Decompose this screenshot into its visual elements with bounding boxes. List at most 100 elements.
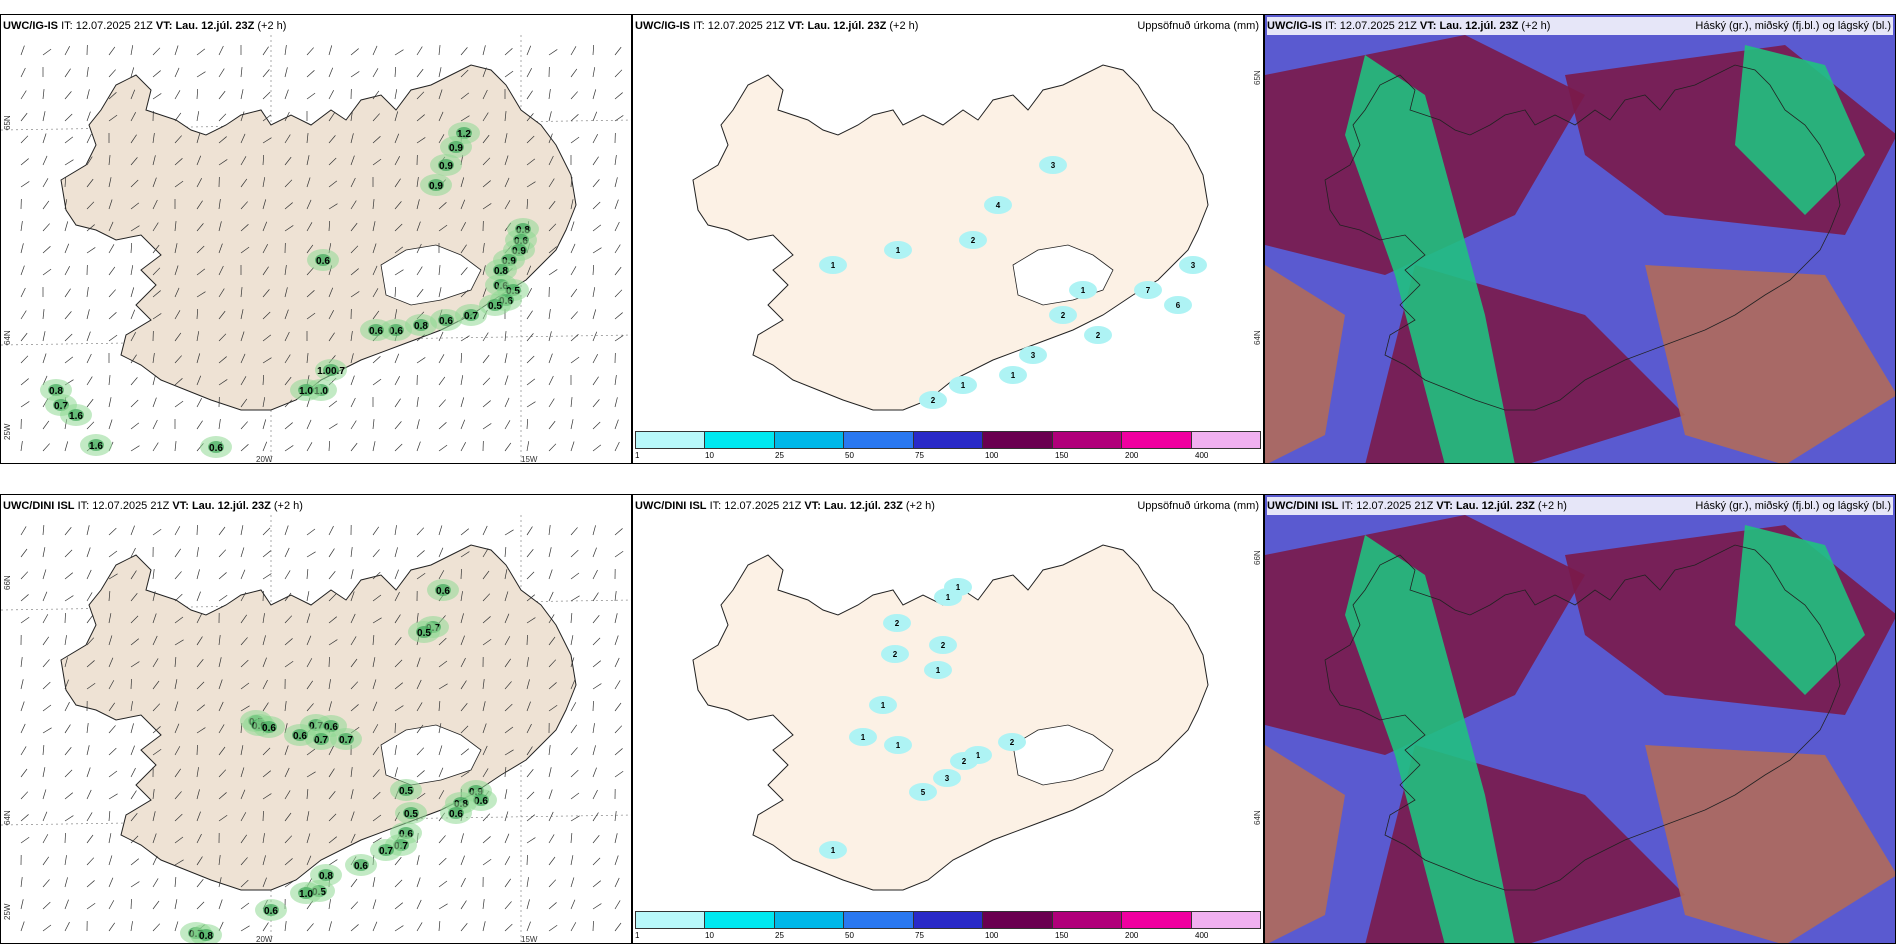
wind-barb [460,680,467,690]
wind-barb [526,310,533,320]
wind-barb [130,701,133,712]
wind-barb [592,789,598,800]
wind-barb [350,681,359,690]
wind-barb [130,112,137,122]
precip-area [933,769,961,787]
colorbar-swatch [983,912,1053,928]
wind-barb [284,265,287,276]
wind-barb [570,91,578,100]
wind-barb [174,679,178,690]
wind-barb [526,181,536,188]
wind-barb [394,902,403,910]
wind-barb [20,921,25,932]
accumulation-label: 7 [1146,286,1151,295]
wind-barb [570,311,578,320]
wind-barb [416,397,419,408]
wind-barb [64,441,69,452]
cloud-layer-region [1735,45,1865,215]
wind-barb [174,90,181,100]
wind-barb [152,855,158,866]
wind-barb [240,178,248,188]
cloud-map-panel-row1[interactable]: UWC/IG-IS IT: 12.07.2025 21Z VT: Lau. 12… [1264,14,1896,464]
precip-shade [318,869,334,881]
wind-barb [504,375,509,386]
iceland-land [692,64,1209,411]
precip-map-panel-row2[interactable]: UWC/DINI ISL IT: 12.07.2025 21Z VT: Lau.… [632,494,1264,944]
wind-barb [86,133,92,144]
wind-barb [240,246,250,254]
colorbar-swatch [774,912,845,928]
precip-shade [438,159,454,171]
wind-barb [262,199,267,210]
wind-barb [64,855,67,866]
wind-barb [416,855,420,866]
wind-barb [86,156,93,166]
wind-barb [240,376,247,386]
wind-barb [108,613,112,624]
wind-barb [482,287,487,298]
wind-barb [174,112,182,122]
wind-barb [592,354,599,364]
wind-barb [438,683,448,690]
wind-barb [108,573,118,580]
wind-map-svg: 0.60.70.50.50.60.60.70.60.70.70.60.50.90… [1,495,631,943]
wind-barb [526,837,536,844]
wind-barb [20,310,27,320]
wind-barb [218,199,221,210]
wind-barb [460,442,467,452]
wind-barb [372,243,377,254]
wind-barb [152,811,156,822]
cloud-layer-region [1265,265,1345,463]
wind-barb [86,637,95,646]
wind-barb [306,528,316,536]
wind-barb [174,616,184,624]
wind-barb [196,591,201,602]
accumulation-label: 2 [962,757,967,766]
wind-barb [174,836,184,844]
wind-barb [240,705,250,712]
wind-barb [152,222,159,232]
cloud-map-panel-row2[interactable]: UWC/DINI ISL IT: 12.07.2025 21Z VT: Lau.… [1264,494,1896,944]
wind-barb [328,921,332,932]
wind-barb [482,180,491,188]
wind-map-panel-row2[interactable]: UWC/DINI ISL IT: 12.07.2025 21Z VT: Lau.… [0,494,632,944]
wind-barb [460,900,467,910]
wind-barb [592,247,602,254]
accumulation-label: 1 [881,701,886,710]
precip-value-label: 0.6 [399,829,413,840]
precip-value-label: 0.6 [209,443,223,454]
wind-barb [394,269,404,276]
wind-barb [460,69,469,78]
wind-barb [592,111,598,122]
wind-barb [196,375,202,386]
wind-barb [570,68,578,78]
wind-barb [196,331,200,342]
wind-barb [152,680,160,690]
wind-barb [482,616,491,624]
wind-barb [394,637,402,646]
precip-map-panel-row1[interactable]: UWC/IG-IS IT: 12.07.2025 21Z VT: Lau. 12… [632,14,1264,464]
wind-barb [614,591,617,602]
wind-barb [350,133,354,144]
wind-map-panel-row1[interactable]: UWC/IG-IS IT: 12.07.2025 21Z VT: Lau. 12… [0,14,632,464]
wind-barb [372,899,377,910]
wind-barb [152,528,162,536]
wind-barb [306,47,314,56]
wind-barb [526,45,532,56]
wind-barb [42,268,52,276]
wind-barb [614,770,624,778]
wind-barb [20,791,29,800]
wind-barb [504,200,511,210]
colorbar-ticks: 1 10 25 50 75 100 150 200 400 [635,451,1261,463]
wind-barb [460,47,468,56]
wind-barb [526,921,531,932]
wind-barb [306,811,310,822]
precip-area [934,588,962,606]
wind-barb [372,814,382,822]
colorbar-swatch [1052,432,1123,448]
wind-barb [152,290,161,298]
wind-barb [394,547,398,558]
wind-barb [416,527,425,536]
wind-barb [42,811,48,822]
wind-barb [20,899,24,910]
